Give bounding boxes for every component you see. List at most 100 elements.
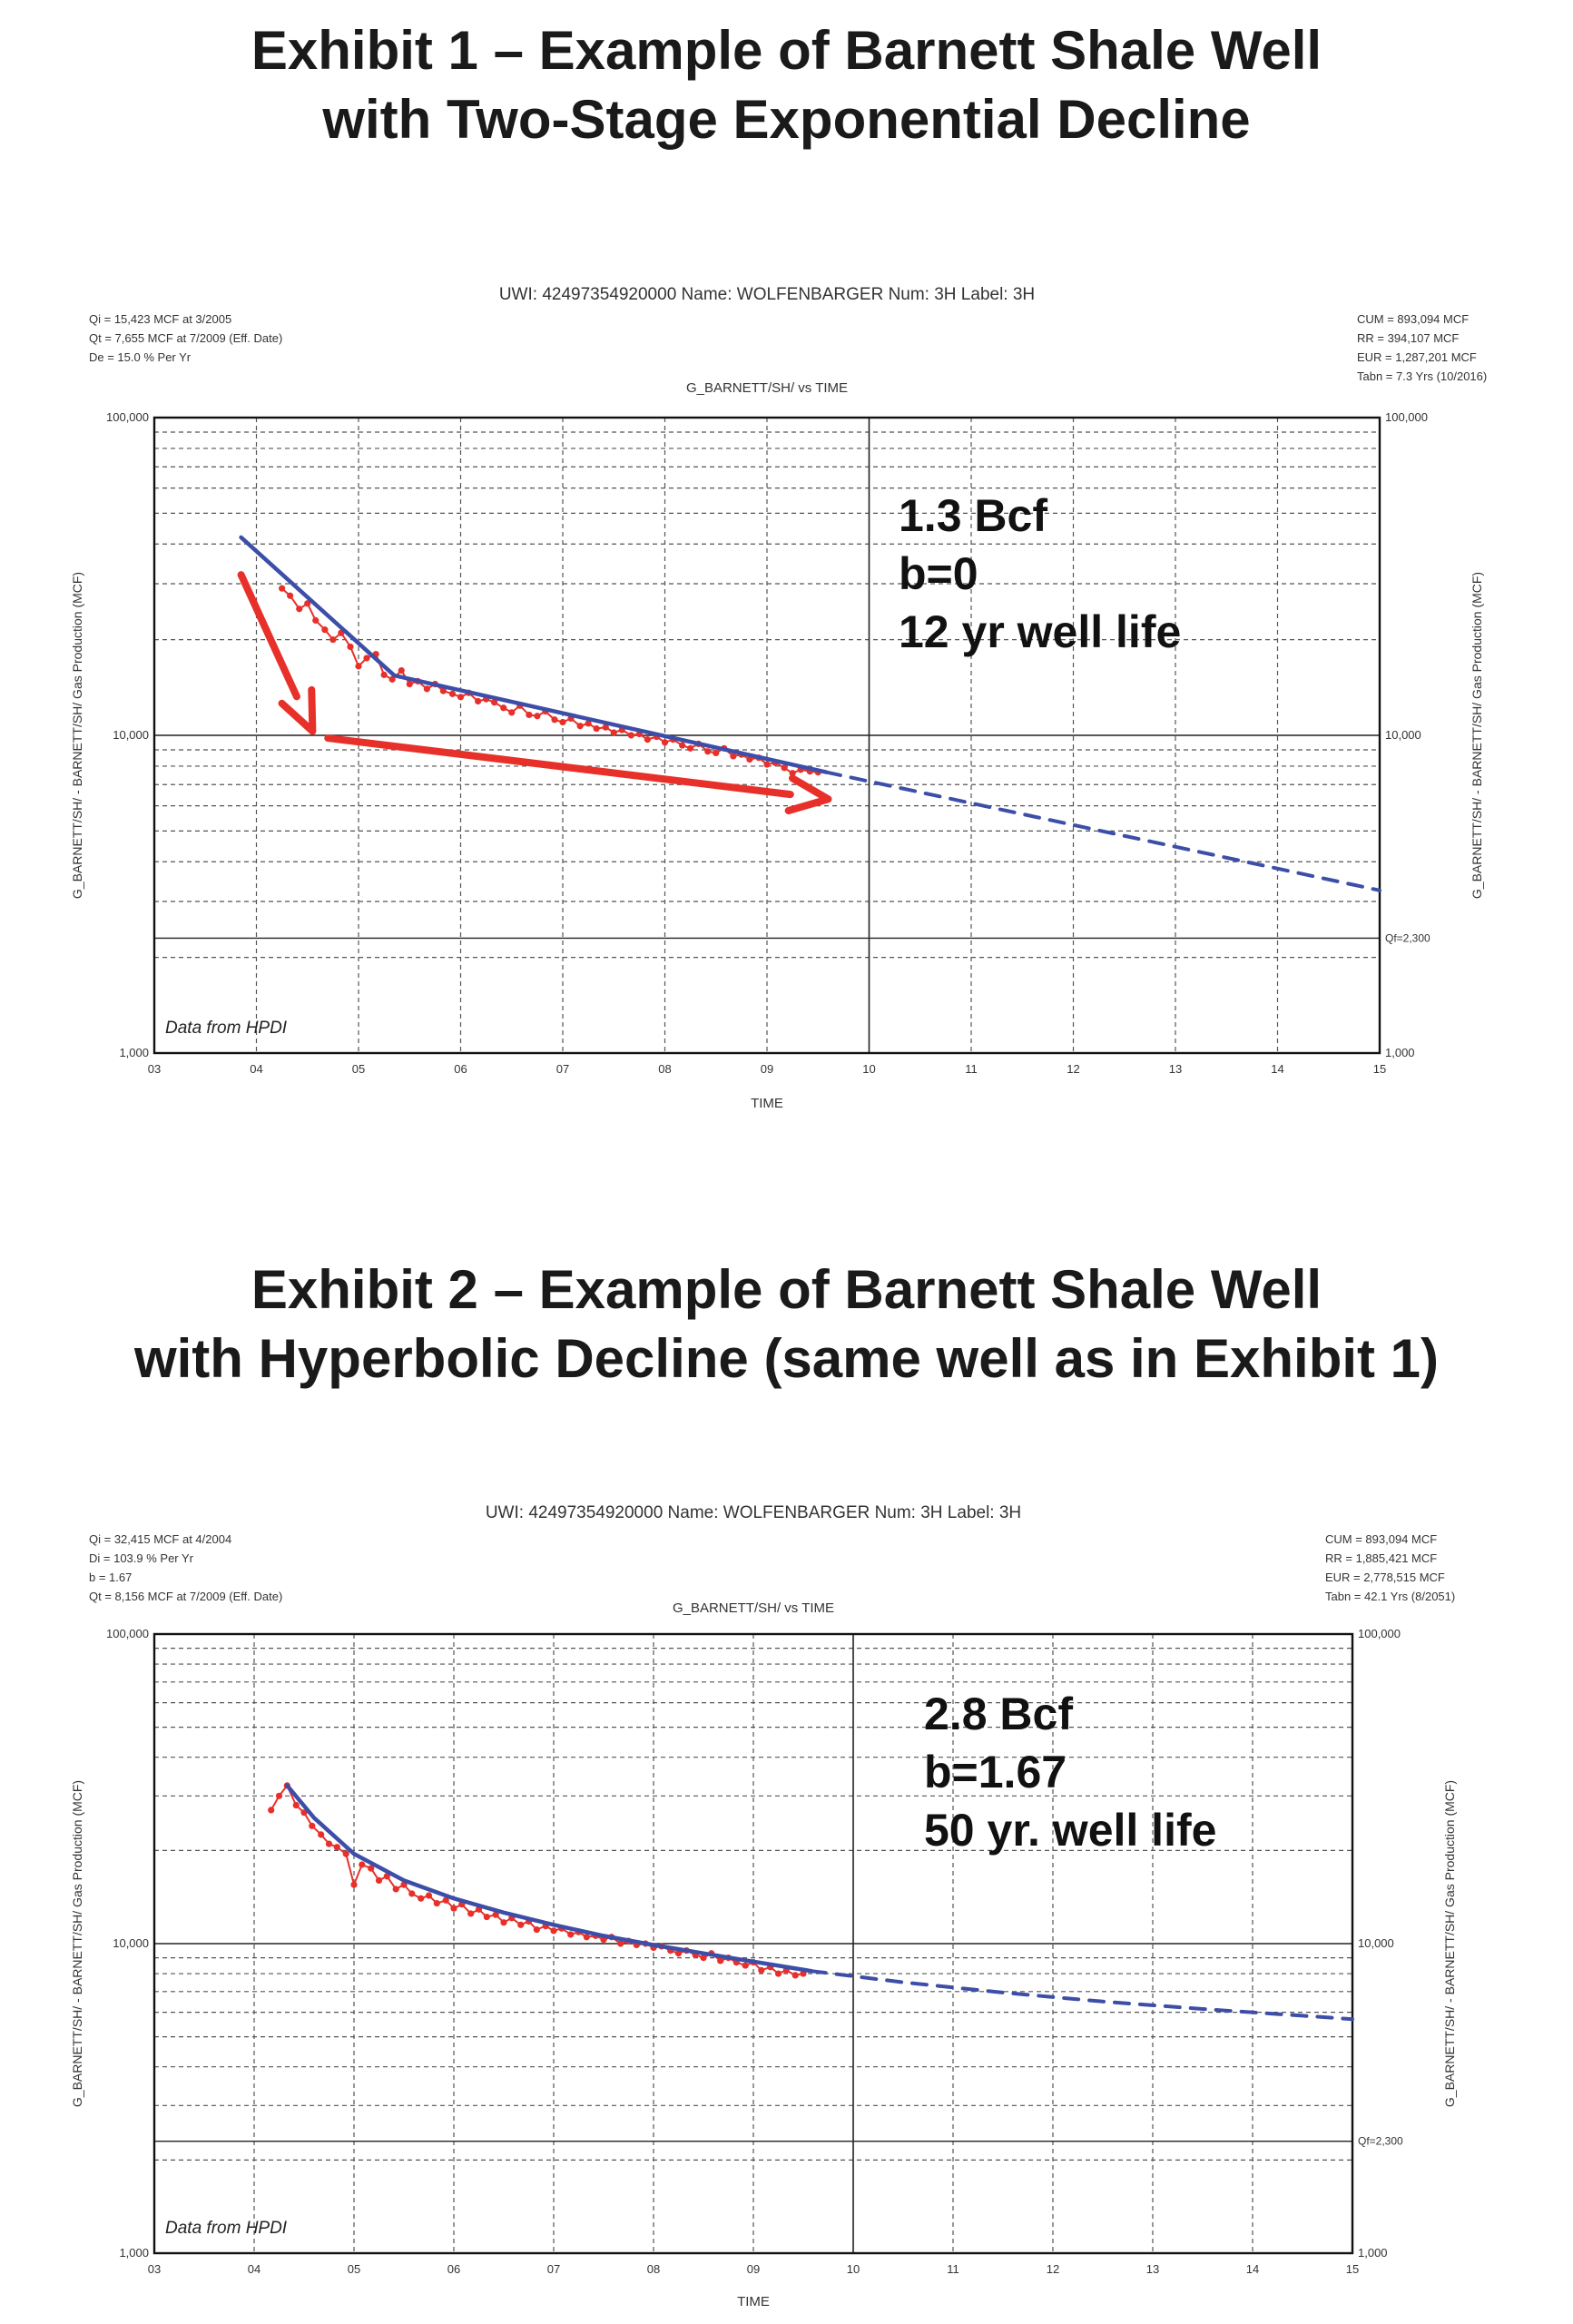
x-tick-label: 06 — [447, 2262, 460, 2276]
y-tick-label: 1,000 — [119, 1046, 149, 1059]
y-tick-label-right: 10,000 — [1385, 728, 1421, 742]
production-point — [559, 718, 566, 726]
reserves-label: RR = 394,107 MCF — [1357, 331, 1459, 345]
x-tick-label: 04 — [250, 1062, 262, 1076]
reserves-label: EUR = 1,287,201 MCF — [1357, 350, 1477, 364]
production-point — [425, 1892, 433, 1899]
fit-parameter-label: De = 15.0 % Per Yr — [89, 350, 192, 364]
reserves-label: Tabn = 42.1 Yrs (8/2051) — [1325, 1590, 1455, 1603]
production-point — [325, 1840, 333, 1847]
x-tick-label: 04 — [248, 2262, 261, 2276]
production-point — [700, 1955, 707, 1962]
production-point — [617, 1940, 624, 1947]
x-tick-label: 10 — [847, 2262, 860, 2276]
x-axis-label: TIME — [751, 1096, 783, 1111]
x-tick-label: 09 — [747, 2262, 760, 2276]
reserves-annotation: 12 yr well life — [899, 606, 1181, 657]
production-point — [408, 1890, 416, 1897]
production-point — [483, 1913, 490, 1921]
decline-arrow-shaft — [237, 571, 300, 701]
production-point — [517, 1921, 525, 1928]
production-point — [533, 1925, 540, 1934]
exhibit-2-title-line-1: Exhibit 2 – Example of Barnett Shale Wel… — [251, 1259, 1322, 1320]
x-tick-label: 08 — [647, 2262, 660, 2276]
production-point — [781, 764, 788, 772]
x-tick-label: 08 — [658, 1062, 671, 1076]
x-tick-label: 06 — [454, 1062, 467, 1076]
reserves-label: CUM = 893,094 MCF — [1325, 1532, 1437, 1546]
production-point — [380, 671, 388, 678]
production-point — [475, 697, 482, 705]
production-point — [268, 1807, 275, 1814]
exhibit-1-title-line-2: with Two-Stage Exponential Decline — [322, 89, 1251, 150]
x-tick-label: 13 — [1146, 2262, 1159, 2276]
production-point — [567, 1931, 575, 1938]
production-point — [550, 1927, 557, 1935]
production-point — [347, 643, 354, 651]
y-tick-label-right: 100,000 — [1385, 410, 1428, 424]
production-point — [585, 720, 592, 727]
production-point — [789, 770, 796, 777]
production-point — [418, 1895, 425, 1902]
production-point — [329, 636, 337, 644]
production-point — [576, 723, 584, 730]
production-point — [791, 1972, 799, 1979]
reserves-annotation: 1.3 Bcf — [899, 490, 1047, 541]
y-tick-label-right: 10,000 — [1358, 1936, 1394, 1950]
fit-parameter-label: Di = 103.9 % Per Yr — [89, 1551, 194, 1565]
production-point — [448, 690, 457, 697]
production-point — [363, 655, 370, 662]
y-tick-label: 10,000 — [113, 728, 149, 742]
production-point — [627, 732, 634, 739]
decline-fit-line — [239, 535, 397, 678]
y-axis-label: G_BARNETT/SH/ - BARNETT/SH/ Gas Producti… — [70, 1780, 84, 2107]
production-point — [423, 685, 430, 693]
decline-fit-line — [392, 673, 829, 774]
production-point — [679, 742, 686, 749]
production-point — [279, 585, 286, 592]
production-point — [457, 694, 465, 701]
production-point — [602, 724, 609, 731]
exhibit-1-title: Exhibit 1 – Example of Barnett Shale Wel… — [0, 16, 1573, 154]
production-point — [296, 606, 303, 613]
x-tick-label: 15 — [1373, 1062, 1386, 1076]
production-point — [287, 592, 294, 599]
y-tick-label-right: 1,000 — [1385, 1046, 1415, 1059]
production-point — [375, 1876, 383, 1884]
plot-frame — [152, 416, 1381, 1055]
reserves-label: RR = 1,885,421 MCF — [1325, 1551, 1437, 1565]
production-point — [292, 1801, 300, 1809]
production-point — [368, 1865, 375, 1872]
exhibit-2-decline-chart: UWI: 42497354920000 Name: WOLFENBARGER N… — [70, 1503, 1457, 2309]
production-point — [583, 1934, 590, 1941]
x-tick-label: 15 — [1346, 2262, 1359, 2276]
production-point — [342, 1850, 349, 1857]
x-tick-label: 03 — [148, 1062, 161, 1076]
chart-title: G_BARNETT/SH/ vs TIME — [673, 1600, 834, 1616]
reserves-label: Tabn = 7.3 Yrs (10/2016) — [1357, 369, 1487, 383]
production-point — [526, 711, 533, 719]
decline-arrow-head — [784, 774, 832, 815]
production-point — [500, 1919, 507, 1926]
production-point — [674, 1950, 683, 1957]
production-point — [398, 666, 405, 675]
production-point — [551, 716, 558, 724]
forecast-line — [824, 770, 1381, 892]
production-point — [534, 713, 541, 720]
production-point — [333, 1844, 340, 1851]
y-tick-label: 10,000 — [113, 1936, 149, 1950]
production-point — [610, 729, 617, 736]
production-point — [359, 1861, 366, 1868]
production-point — [774, 1970, 782, 1977]
x-tick-label: 11 — [965, 1062, 978, 1076]
production-point — [492, 1911, 499, 1918]
decline-arrow-head — [278, 685, 317, 735]
x-tick-label: 09 — [761, 1062, 773, 1076]
y-tick-label: 100,000 — [106, 410, 149, 424]
production-point — [442, 1896, 449, 1904]
production-point — [467, 1910, 475, 1917]
x-tick-label: 05 — [348, 2262, 360, 2276]
x-tick-label: 11 — [947, 2262, 959, 2276]
exhibit-1-title-line-1: Exhibit 1 – Example of Barnett Shale Wel… — [251, 20, 1322, 81]
production-point — [275, 1792, 283, 1799]
